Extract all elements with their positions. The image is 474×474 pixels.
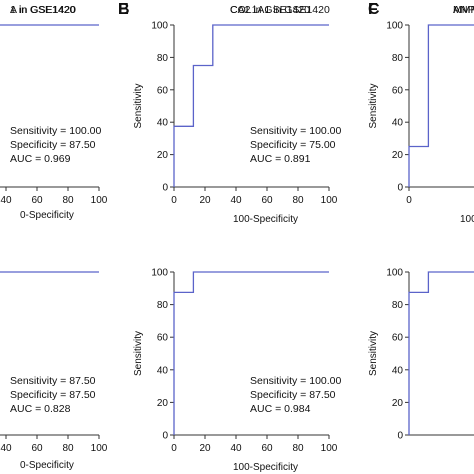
x-axis-label: 0-Specificity (20, 460, 74, 471)
x-tick-label: 20 (199, 443, 211, 454)
roc-panel-1: 1 in GSE1420 40 60 80 100 0-Specificity Sensit… (0, 4, 108, 221)
y-tick-label: 20 (392, 150, 404, 161)
stat-line: AUC = 0.828 (10, 403, 71, 415)
y-tick-label: 40 (392, 365, 404, 376)
y-tick-label: 80 (392, 300, 404, 311)
x-tick-label: 40 (0, 443, 12, 454)
roc-curve-line (173, 24, 329, 187)
y-tick-label: 40 (157, 365, 169, 376)
y-tick-label: 40 (392, 118, 404, 129)
y-tick-label: 0 (162, 431, 168, 442)
y-tick-label: 0 (162, 183, 168, 194)
x-tick-label: 0 (171, 443, 177, 454)
stat-line: AUC = 0.984 (250, 403, 311, 415)
roc-panel-5: E CA2 in GSE1420 0 20 40 60 80 100 0 20 40 60 80 100 1… (118, 1, 342, 473)
y-tick-label: 60 (157, 85, 169, 96)
y-axis-label: Sensitivity (368, 83, 379, 128)
x-tick-label: 20 (199, 195, 211, 206)
panel-letter: E (118, 1, 129, 18)
stat-line: Specificity = 87.50 (10, 389, 96, 401)
panel-title: COL1A1 in GSE1420 (230, 4, 330, 16)
panel-letter: B (118, 1, 130, 18)
x-axis-label: 100 (460, 214, 474, 225)
y-tick-label: 100 (151, 268, 168, 279)
x-tick-label: 100 (321, 195, 338, 206)
x-tick-label: 60 (31, 443, 43, 454)
y-tick-label: 80 (157, 53, 169, 64)
roc-panel-3: C MMP- 0 20 40 60 80 100 0 100 Sensitivity (368, 1, 474, 225)
y-tick-label: 100 (386, 21, 403, 32)
roc-curve-line (408, 24, 474, 187)
y-tick-label: 60 (157, 333, 169, 344)
roc-curve-line (173, 271, 329, 435)
y-tick-label: 20 (392, 398, 404, 409)
x-tick-label: 40 (230, 195, 242, 206)
x-axis-label: 0-Specificity (20, 210, 74, 221)
x-tick-label: 0 (406, 195, 412, 206)
y-tick-label: 100 (386, 268, 403, 279)
stat-line: Sensitivity = 100.00 (250, 375, 342, 387)
panel-letter: F (368, 1, 378, 18)
x-tick-label: 60 (261, 443, 273, 454)
stat-line: Sensitivity = 87.50 (10, 375, 96, 387)
roc-panel-2: B COL1A1 in GSE1420 0 20 40 60 80 100 0 20 40 60 80 1… (118, 1, 342, 225)
panel-title: MMP- (453, 4, 474, 16)
x-tick-label: 80 (292, 195, 304, 206)
y-axis-label: Sensitivity (133, 331, 144, 376)
x-tick-label: 60 (261, 195, 273, 206)
x-tick-label: 100 (91, 195, 108, 206)
x-axis-label: 100-Specificity (233, 462, 298, 473)
panel-title: A in GSE1420 (10, 4, 76, 16)
x-tick-label: 0 (171, 195, 177, 206)
stat-line: AUC = 0.969 (10, 153, 71, 165)
y-axis-label: Sensitivity (368, 331, 379, 376)
y-tick-label: 100 (151, 21, 168, 32)
stat-line: Sensitivity = 100.00 (250, 125, 342, 137)
stat-line: AUC = 0.891 (250, 153, 311, 165)
panel-letter: C (368, 1, 380, 18)
panel-title: 1 in GSE1420 (10, 4, 76, 16)
x-tick-label: 80 (62, 443, 74, 454)
x-tick-label: 80 (62, 195, 74, 206)
y-tick-label: 20 (157, 398, 169, 409)
stat-line: Specificity = 75.00 (250, 139, 336, 151)
y-tick-label: 60 (392, 85, 404, 96)
stat-line: Specificity = 87.50 (10, 139, 96, 151)
x-tick-label: 60 (31, 195, 43, 206)
y-tick-label: 20 (157, 150, 169, 161)
roc-panel-6: F ANPE 0 20 40 60 80 100 Sensitivity (368, 1, 474, 442)
y-tick-label: 0 (397, 183, 403, 194)
y-tick-label: 80 (392, 53, 404, 64)
roc-curve-line (0, 271, 99, 273)
roc-panel-4: A in GSE1420 40 60 80 100 0-Specificity Sensit… (0, 4, 108, 471)
y-tick-label: 40 (157, 118, 169, 129)
x-tick-label: 40 (230, 443, 242, 454)
x-tick-label: 40 (0, 195, 12, 206)
y-axis-label: Sensitivity (133, 83, 144, 128)
roc-curve-line (0, 24, 99, 26)
y-tick-label: 0 (397, 431, 403, 442)
panel-title: ANPE (453, 4, 474, 16)
panel-title: CA2 in GSE1420 (230, 4, 310, 16)
x-tick-label: 80 (292, 443, 304, 454)
stat-line: Specificity = 87.50 (250, 389, 336, 401)
roc-curve-line (408, 271, 474, 435)
x-tick-label: 100 (91, 443, 108, 454)
y-tick-label: 60 (392, 333, 404, 344)
x-tick-label: 100 (321, 443, 338, 454)
y-tick-label: 80 (157, 300, 169, 311)
stat-line: Sensitivity = 100.00 (10, 125, 102, 137)
x-axis-label: 100-Specificity (233, 214, 298, 225)
